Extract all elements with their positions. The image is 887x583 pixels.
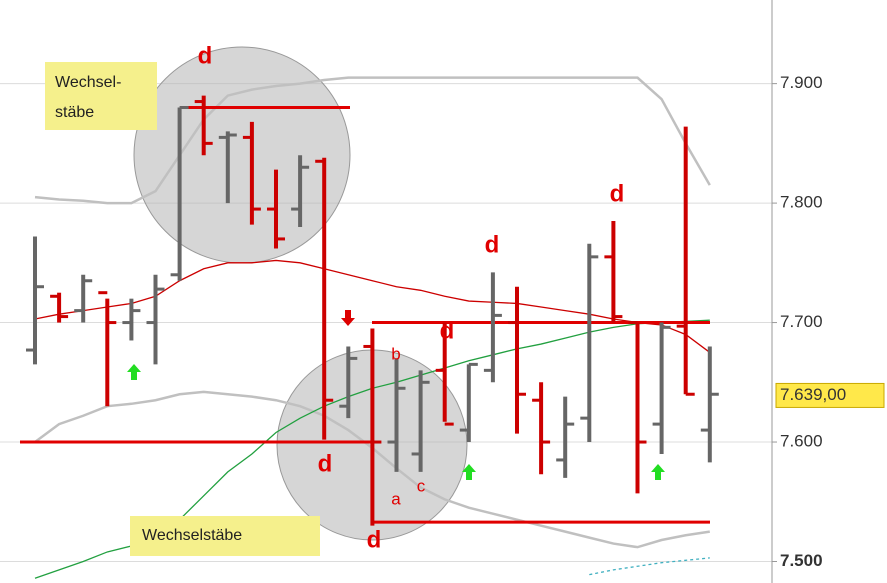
y-tick-label: 7.700 (780, 312, 823, 331)
last-price-box (775, 382, 885, 408)
annotation: d (440, 317, 455, 344)
annotation: d (610, 180, 625, 207)
down-arrow (341, 310, 355, 326)
up-arrow (651, 464, 665, 480)
overlay-line (589, 557, 710, 576)
up-arrow (462, 464, 476, 480)
y-tick-label: 7.800 (780, 193, 823, 212)
annotation: a (391, 489, 401, 508)
annotation: b (391, 344, 400, 363)
annotation: d (318, 450, 333, 477)
annotation: d (485, 231, 500, 258)
note: Wechselstäbe (142, 527, 242, 544)
annotation: c (417, 476, 426, 495)
overlay-line (34, 76, 711, 205)
last-price-label: 7.639,00 (780, 385, 846, 404)
note: Wechsel- (55, 74, 121, 91)
overlay-line (34, 259, 711, 353)
note-box (130, 516, 320, 556)
y-tick-label: 7.600 (780, 432, 823, 451)
annotation: d (198, 42, 213, 69)
y-tick-label: 7.500 (780, 551, 823, 570)
highlight-circle (133, 46, 351, 264)
note-box (45, 62, 157, 130)
annotation: d (367, 526, 382, 553)
note: stäbe (55, 104, 94, 121)
y-tick-label: 7.900 (780, 73, 823, 92)
up-arrow (127, 364, 141, 380)
